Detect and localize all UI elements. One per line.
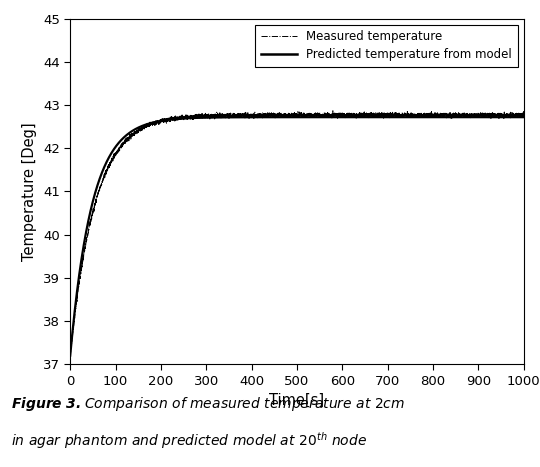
Text: $\it{Comparison\ of\ measured\ temperature\ at\ 2cm}$: $\it{Comparison\ of\ measured\ temperatu…	[84, 395, 405, 413]
X-axis label: Time[s]: Time[s]	[269, 393, 325, 408]
Text: $\bfit{Figure\ 3.}$: $\bfit{Figure\ 3.}$	[11, 395, 81, 413]
Y-axis label: Temperature [Deg]: Temperature [Deg]	[22, 122, 37, 261]
Text: $\it{in\ agar\ phantom\ and\ predicted\ model\ at\ 20^{th}\ node}$: $\it{in\ agar\ phantom\ and\ predicted\ …	[11, 430, 367, 451]
Legend: Measured temperature, Predicted temperature from model: Measured temperature, Predicted temperat…	[255, 25, 518, 67]
